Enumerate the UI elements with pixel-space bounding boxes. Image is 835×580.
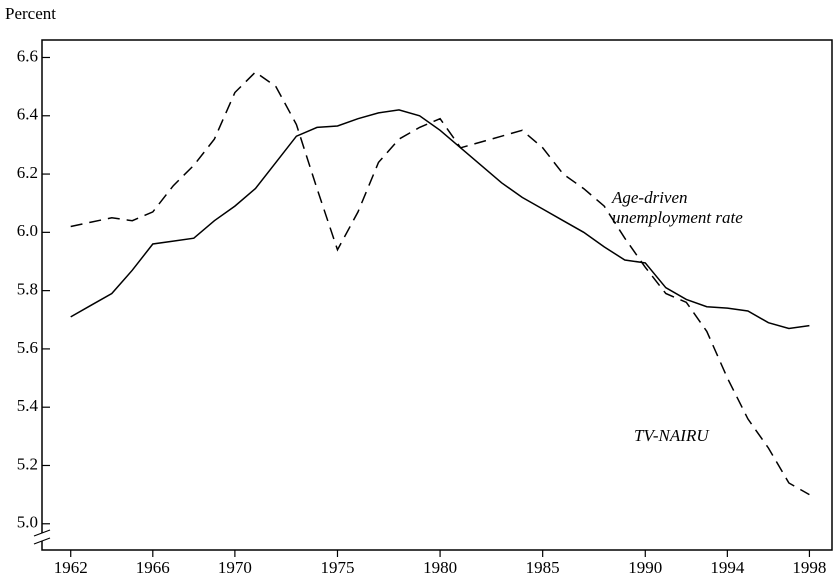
series-annotation: TV-NAIRU [634, 426, 709, 445]
series-annotation: Age-driven unemployment rate [612, 188, 743, 227]
axis-break-mark [33, 537, 51, 545]
axis-break-gap [36, 533, 48, 541]
x-tick-label: 1998 [792, 558, 826, 577]
y-tick-label: 5.8 [17, 280, 38, 299]
y-axis-label: Percent [5, 4, 56, 23]
x-tick-label: 1985 [526, 558, 560, 577]
series-line [70, 109, 810, 330]
x-tick-label: 1970 [218, 558, 252, 577]
x-tick-label: 1994 [710, 558, 745, 577]
y-tick-label: 6.6 [17, 46, 38, 65]
x-tick-label: 1966 [136, 558, 170, 577]
y-tick-label: 5.0 [17, 513, 38, 532]
x-tick-label: 1990 [628, 558, 662, 577]
y-tick-label: 5.4 [17, 396, 39, 415]
series-line [70, 71, 810, 496]
plot-frame [41, 39, 833, 551]
x-tick-label: 1962 [54, 558, 88, 577]
y-tick-label: 6.2 [17, 163, 38, 182]
y-tick-label: 6.0 [17, 221, 38, 240]
y-tick-label: 5.2 [17, 454, 38, 473]
x-tick-label: 1975 [320, 558, 354, 577]
axis-break-mark [33, 529, 51, 537]
x-tick-label: 1980 [423, 558, 457, 577]
y-tick-label: 6.4 [17, 105, 39, 124]
y-tick-label: 5.6 [17, 338, 38, 357]
